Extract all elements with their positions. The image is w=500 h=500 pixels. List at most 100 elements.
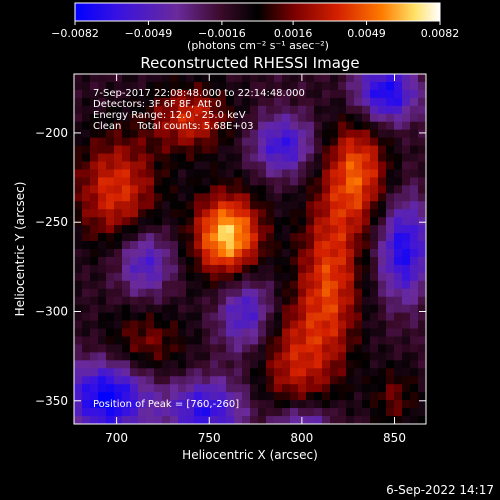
heatmap-cell bbox=[178, 280, 187, 290]
heatmap-cell bbox=[146, 209, 155, 218]
heatmap-cell bbox=[330, 193, 339, 202]
heatmap-cell bbox=[122, 368, 131, 377]
heatmap-cell bbox=[178, 225, 187, 234]
heatmap-cell bbox=[378, 304, 387, 314]
heatmap-cell bbox=[242, 280, 251, 290]
heatmap-cell bbox=[410, 272, 419, 282]
heatmap-cell bbox=[250, 145, 259, 155]
heatmap-cell bbox=[146, 392, 155, 401]
heatmap-cell bbox=[138, 201, 147, 210]
heatmap-cell bbox=[178, 360, 187, 369]
heatmap-cell bbox=[314, 392, 323, 401]
heatmap-cell bbox=[186, 225, 195, 234]
heatmap-cell bbox=[282, 225, 291, 234]
heatmap-cell bbox=[378, 400, 387, 409]
heatmap-cell bbox=[370, 217, 379, 226]
heatmap-cell bbox=[386, 272, 395, 282]
heatmap-cell bbox=[274, 97, 283, 107]
heatmap-cell bbox=[122, 336, 131, 346]
heatmap-cell bbox=[290, 392, 299, 401]
heatmap-cell bbox=[250, 225, 259, 234]
heatmap-cell bbox=[378, 121, 387, 131]
heatmap-cell bbox=[122, 153, 131, 163]
heatmap-cell bbox=[306, 233, 315, 242]
heatmap-cell bbox=[234, 161, 243, 171]
heatmap-cell bbox=[330, 217, 339, 226]
heatmap-cell bbox=[242, 233, 251, 242]
heatmap-cell bbox=[386, 209, 395, 218]
heatmap-cell bbox=[274, 280, 283, 290]
heatmap-cell bbox=[346, 384, 355, 393]
heatmap-cell bbox=[98, 312, 107, 322]
heatmap-cell bbox=[178, 416, 187, 424]
heatmap-cell bbox=[330, 233, 339, 242]
heatmap-cell bbox=[386, 328, 395, 338]
heatmap-cell bbox=[114, 352, 123, 361]
heatmap-cell bbox=[346, 368, 355, 377]
heatmap-cell bbox=[378, 153, 387, 163]
heatmap-cell bbox=[130, 169, 139, 178]
heatmap-cell bbox=[250, 280, 259, 290]
heatmap-cell bbox=[418, 241, 426, 250]
heatmap-cell bbox=[378, 81, 387, 91]
heatmap-cell bbox=[306, 97, 315, 107]
heatmap-cell bbox=[90, 193, 99, 202]
heatmap-cell bbox=[362, 241, 371, 250]
heatmap-cell bbox=[194, 201, 203, 210]
heatmap-cell bbox=[354, 344, 363, 353]
heatmap-cell bbox=[410, 209, 419, 218]
heatmap-cell bbox=[330, 249, 339, 258]
heatmap-cell bbox=[178, 241, 187, 250]
heatmap-cell bbox=[250, 416, 259, 424]
heatmap-cell bbox=[346, 161, 355, 171]
heatmap-cell bbox=[378, 249, 387, 258]
heatmap-cell bbox=[418, 193, 426, 202]
heatmap-cell bbox=[418, 256, 426, 266]
heatmap-cell bbox=[234, 280, 243, 290]
heatmap-cell bbox=[218, 177, 227, 186]
heatmap-cell bbox=[210, 105, 219, 115]
heatmap-cell bbox=[418, 145, 426, 155]
heatmap-cell bbox=[82, 408, 91, 417]
heatmap-cell bbox=[330, 145, 339, 155]
heatmap-cell bbox=[330, 264, 339, 274]
colorbar-gradient bbox=[74, 2, 441, 22]
heatmap-cell bbox=[234, 328, 243, 338]
heatmap-cell bbox=[418, 177, 426, 186]
heatmap-cell bbox=[322, 241, 331, 250]
heatmap-cell bbox=[98, 209, 107, 218]
heatmap-cell bbox=[106, 121, 115, 131]
heatmap-cell bbox=[138, 129, 147, 139]
heatmap-cell bbox=[226, 121, 235, 131]
heatmap-cell bbox=[154, 392, 163, 401]
heatmap-cell bbox=[346, 225, 355, 234]
heatmap-cell bbox=[314, 400, 323, 409]
heatmap-cell bbox=[410, 89, 419, 99]
heatmap-cell bbox=[106, 81, 115, 91]
heatmap-cell bbox=[266, 344, 275, 353]
heatmap-cell bbox=[114, 185, 123, 194]
heatmap-cell bbox=[290, 272, 299, 282]
heatmap-cell bbox=[250, 272, 259, 282]
heatmap-cell bbox=[266, 169, 275, 178]
heatmap-cell bbox=[202, 201, 211, 210]
heatmap-cell bbox=[322, 336, 331, 346]
heatmap-cell bbox=[274, 74, 283, 83]
heatmap-cell bbox=[202, 384, 211, 393]
heatmap-cell bbox=[202, 113, 211, 123]
heatmap-cell bbox=[394, 400, 403, 409]
heatmap-cell bbox=[202, 169, 211, 178]
heatmap-cell bbox=[186, 392, 195, 401]
heatmap-cell bbox=[330, 225, 339, 234]
heatmap-cell bbox=[282, 74, 291, 83]
heatmap-cell bbox=[202, 328, 211, 338]
heatmap-cell bbox=[162, 304, 171, 314]
heatmap-cell bbox=[194, 352, 203, 361]
heatmap-cell bbox=[98, 320, 107, 330]
heatmap-cell bbox=[274, 384, 283, 393]
heatmap-cell bbox=[226, 161, 235, 171]
heatmap-cell bbox=[162, 288, 171, 298]
heatmap-cell bbox=[282, 81, 291, 91]
heatmap-cell bbox=[218, 113, 227, 123]
